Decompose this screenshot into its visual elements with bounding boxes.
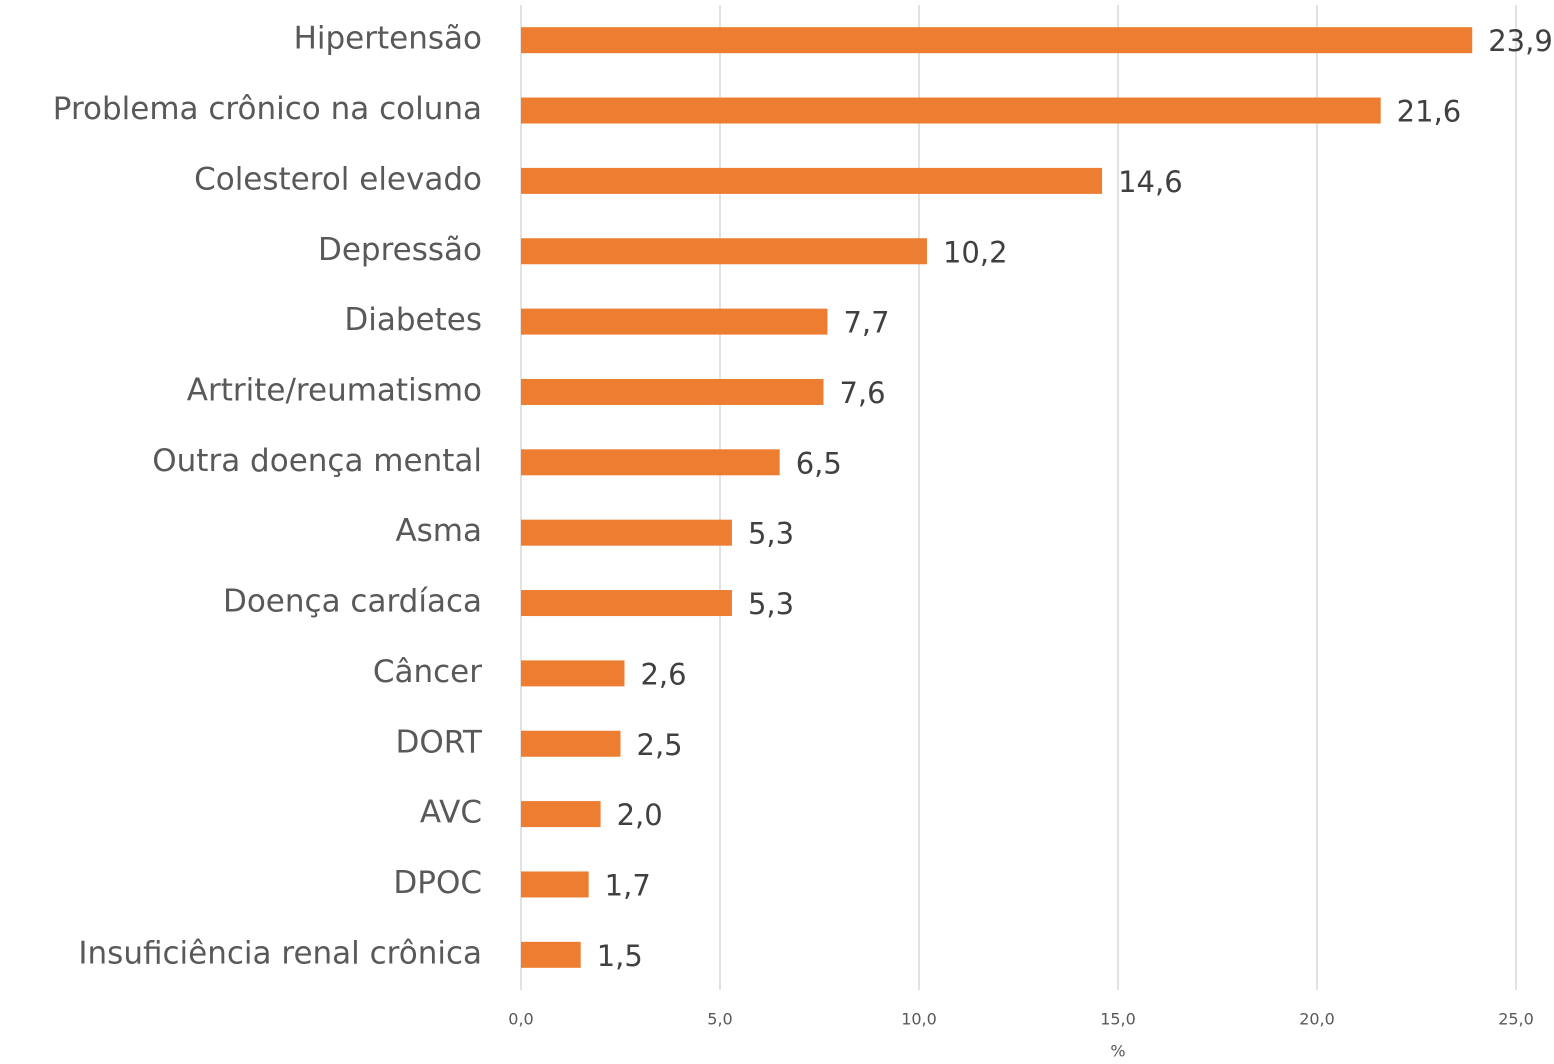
bar (521, 97, 1381, 124)
bar (521, 730, 621, 757)
y-tick-label: Depressão (318, 232, 482, 268)
y-tick-label: Hipertensão (294, 21, 482, 57)
bar (521, 167, 1103, 194)
value-label: 5,3 (748, 587, 794, 621)
x-tick-label: 20,0 (1299, 1010, 1335, 1029)
y-tick-label: Artrite/reumatismo (187, 372, 482, 408)
y-tick-label: Insuficiência renal crônica (78, 935, 482, 971)
x-axis-label: % (1110, 1042, 1125, 1061)
x-tick-label: 5,0 (707, 1010, 732, 1029)
y-tick-label: DORT (396, 724, 484, 760)
bar (521, 590, 732, 617)
y-tick-label: Problema crônico na coluna (53, 91, 482, 127)
y-tick-label: Câncer (373, 654, 482, 690)
bar (521, 378, 824, 405)
bar (521, 871, 589, 898)
value-label: 6,5 (796, 446, 842, 480)
x-tick-label: 25,0 (1498, 1010, 1534, 1029)
value-label: 2,6 (640, 657, 686, 691)
value-label: 14,6 (1118, 165, 1183, 199)
x-tick-label: 0,0 (508, 1010, 533, 1029)
value-label: 2,0 (617, 798, 663, 832)
bar (521, 449, 780, 476)
bar (521, 801, 601, 828)
value-label: 2,5 (637, 728, 683, 762)
bar (521, 27, 1473, 54)
y-tick-label: AVC (420, 795, 482, 831)
bar (521, 941, 581, 968)
bar (521, 519, 732, 546)
bar (521, 308, 828, 335)
x-tick-label: 10,0 (901, 1010, 937, 1029)
y-tick-label: Doença cardíaca (223, 584, 482, 620)
x-tick-label: 15,0 (1100, 1010, 1136, 1029)
value-label: 7,6 (839, 376, 885, 410)
value-label: 21,6 (1397, 95, 1462, 129)
value-label: 23,9 (1488, 24, 1553, 58)
y-tick-label: Outra doença mental (152, 443, 482, 479)
value-label: 7,7 (843, 306, 889, 340)
y-tick-label: DPOC (393, 865, 482, 901)
value-label: 1,7 (605, 868, 651, 902)
bar (521, 238, 927, 265)
y-tick-label: Asma (395, 513, 482, 549)
value-label: 5,3 (748, 517, 794, 551)
y-tick-label: Colesterol elevado (194, 161, 482, 197)
value-label: 10,2 (943, 235, 1008, 269)
y-tick-label: Diabetes (344, 302, 482, 338)
bar (521, 660, 625, 687)
value-label: 1,5 (597, 939, 643, 973)
